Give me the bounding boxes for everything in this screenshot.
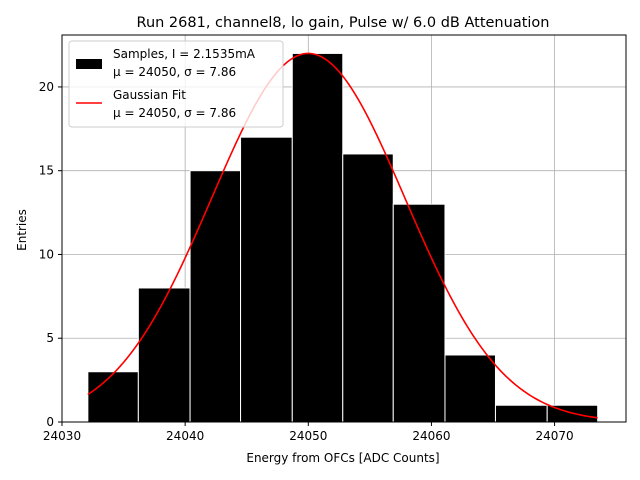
- x-axis-ticks: 24030 24040 24050 24060 24070: [43, 422, 574, 443]
- y-tick-label: 15: [39, 164, 54, 178]
- legend-samples-stats: μ = 24050, σ = 7.86: [113, 65, 236, 79]
- legend-samples-label: Samples, I = 2.1535mA: [113, 47, 256, 61]
- x-tick-label: 24040: [166, 429, 204, 443]
- x-tick-label: 24060: [412, 429, 450, 443]
- x-axis-label: Energy from OFCs [ADC Counts]: [246, 451, 439, 465]
- y-tick-label: 20: [39, 80, 54, 94]
- y-tick-label: 0: [46, 415, 54, 429]
- histogram-bar: [240, 136, 293, 423]
- y-axis-label: Entries: [15, 209, 29, 251]
- x-tick-label: 24030: [43, 429, 81, 443]
- y-axis-ticks: 0 5 10 15 20: [39, 80, 62, 429]
- histogram-bar: [87, 371, 139, 423]
- histogram-bar: [189, 170, 242, 423]
- x-tick-label: 24070: [535, 429, 573, 443]
- axes-border: [61, 34, 627, 423]
- histogram-bar: [444, 354, 496, 423]
- legend-fit-label: Gaussian Fit: [113, 88, 186, 102]
- legend-fit-stats: μ = 24050, σ = 7.86: [113, 106, 236, 120]
- histogram-bar: [392, 203, 446, 423]
- y-tick-label: 5: [46, 331, 54, 345]
- histogram-bar: [342, 153, 394, 423]
- gaussian-fit-curve: [87, 52, 598, 419]
- legend-box: [68, 40, 284, 128]
- histogram-bar: [291, 52, 344, 423]
- chart-title: Run 2681, channel8, lo gain, Pulse w/ 6.…: [137, 15, 550, 31]
- legend-samples-swatch: [76, 59, 102, 69]
- x-tick-label: 24050: [289, 429, 327, 443]
- histogram-bar: [137, 287, 191, 423]
- axes-frame: [61, 34, 627, 423]
- histogram-bar: [494, 404, 548, 423]
- legend: Samples, I = 2.1535mA μ = 24050, σ = 7.8…: [68, 40, 284, 128]
- y-tick-label: 10: [39, 247, 54, 261]
